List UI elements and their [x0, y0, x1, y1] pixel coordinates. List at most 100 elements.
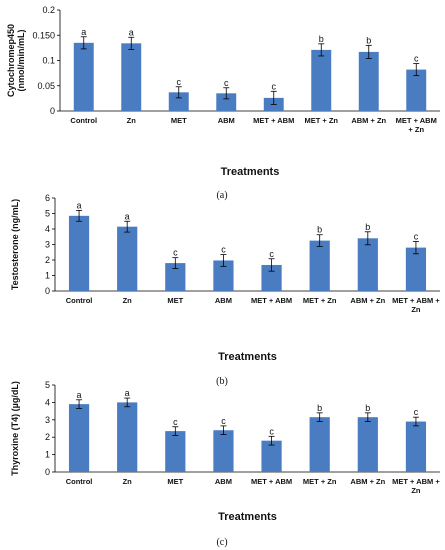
significance-label: c [221, 416, 226, 426]
x-axis-title: Treatments [221, 166, 280, 178]
y-tick-label: 0 [50, 106, 55, 116]
x-axis-title: Treatments [218, 351, 277, 363]
x-tick-label: MET + ABM + Zn [392, 296, 440, 314]
x-tick-label: MET + Zn [303, 296, 337, 305]
chart-panel-b: 0 1 2 3 4 5 6 a Control a Zn c MET c ABM c MET + ABM b MET… [10, 193, 440, 387]
y-tick-label: 1 [45, 271, 50, 281]
y-tick-label: 0.1 [42, 56, 55, 66]
bar [68, 215, 90, 291]
significance-label: c [177, 77, 182, 87]
y-tick-label: 3 [45, 415, 50, 425]
x-tick-label: MET + ABM [251, 477, 292, 486]
bar [213, 260, 234, 291]
x-tick-label: MET + ABM + Zn [396, 116, 437, 134]
y-tick-label: 0.150 [32, 30, 55, 40]
x-tick-label: ABM [218, 116, 235, 125]
x-tick-label: MET [167, 296, 183, 305]
significance-label: a [129, 27, 134, 37]
significance-label: c [272, 81, 277, 91]
significance-label: b [365, 222, 370, 232]
chart-panel-a: 0 0.05 0.1 0.150 0.2 a Control a Zn c MET c ABM c MET … [6, 5, 440, 201]
panel-label: (a) [216, 190, 227, 201]
bar [73, 42, 94, 112]
significance-label: a [77, 200, 82, 210]
bar [405, 247, 427, 291]
bar [117, 402, 138, 472]
bar [406, 69, 427, 111]
x-tick-label: ABM [215, 477, 232, 486]
bar [405, 421, 427, 472]
panel-label: (c) [216, 537, 227, 548]
x-tick-label: ABM [215, 296, 232, 305]
y-tick-label: 4 [45, 224, 50, 234]
significance-label: c [414, 231, 419, 241]
bar [261, 440, 282, 472]
x-tick-label: Control [66, 477, 93, 486]
bar [168, 92, 189, 111]
x-tick-label: ABM + Zn [350, 296, 385, 305]
y-tick-label: 2 [45, 432, 50, 442]
bar [311, 49, 332, 111]
x-tick-label: MET [167, 477, 183, 486]
significance-label: c [414, 54, 419, 64]
y-tick-label: 6 [45, 193, 50, 203]
x-tick-label: Zn [123, 296, 133, 305]
significance-label: a [125, 211, 130, 221]
bar [358, 51, 379, 111]
y-tick-label: 0.05 [37, 81, 55, 91]
y-axis-title: Thyroxine (T4) (µg/dL) [10, 381, 20, 476]
x-tick-label: Control [66, 296, 93, 305]
significance-label: b [366, 35, 371, 45]
x-tick-label: MET + ABM + Zn [392, 477, 440, 495]
x-tick-label: MET + ABM [251, 296, 292, 305]
significance-label: c [173, 248, 178, 258]
y-tick-label: 1 [45, 450, 50, 460]
y-tick-label: 2 [45, 255, 50, 265]
bar [165, 263, 186, 291]
y-tick-label: 0 [45, 286, 50, 296]
significance-label: b [365, 403, 370, 413]
significance-label: b [317, 403, 322, 413]
bar [213, 430, 234, 472]
significance-label: c [173, 417, 178, 427]
x-tick-label: Zn [127, 116, 137, 125]
bar [117, 226, 138, 291]
bar [261, 264, 282, 291]
bar [121, 43, 142, 111]
x-axis-title: Treatments [218, 511, 277, 523]
bar [68, 404, 90, 472]
y-axis-title: Cytochromep450(nmol/min/mL) [6, 24, 26, 97]
y-tick-label: 4 [45, 397, 50, 407]
x-tick-label: Control [70, 116, 97, 125]
x-tick-label: MET [171, 116, 187, 125]
bar [216, 93, 237, 111]
y-tick-label: 0.2 [42, 5, 55, 15]
y-tick-label: 5 [45, 380, 50, 390]
y-tick-label: 3 [45, 240, 50, 250]
y-axis-title: Testosterone (ng/mL) [10, 199, 20, 290]
bar [309, 240, 330, 291]
significance-label: c [224, 78, 229, 88]
significance-label: a [77, 390, 82, 400]
significance-label: c [221, 245, 226, 255]
x-tick-label: Zn [123, 477, 133, 486]
significance-label: a [125, 388, 130, 398]
significance-label: b [319, 34, 324, 44]
significance-label: b [317, 225, 322, 235]
significance-label: a [81, 27, 86, 37]
x-tick-label: MET + Zn [303, 477, 337, 486]
x-tick-label: ABM + Zn [351, 116, 386, 125]
bar [357, 417, 378, 472]
chart-panel-c: 0 1 2 3 4 5 a Control a Zn c MET c ABM c MET + ABM b MET … [10, 380, 440, 548]
y-tick-label: 0 [45, 467, 50, 477]
bar [309, 417, 330, 472]
panel-label: (b) [216, 376, 228, 387]
significance-label: c [269, 249, 274, 259]
bar [357, 238, 378, 291]
x-tick-label: MET + ABM [253, 116, 294, 125]
y-tick-label: 5 [45, 209, 50, 219]
x-tick-label: ABM + Zn [350, 477, 385, 486]
x-tick-label: MET + Zn [304, 116, 338, 125]
significance-label: c [414, 407, 419, 417]
